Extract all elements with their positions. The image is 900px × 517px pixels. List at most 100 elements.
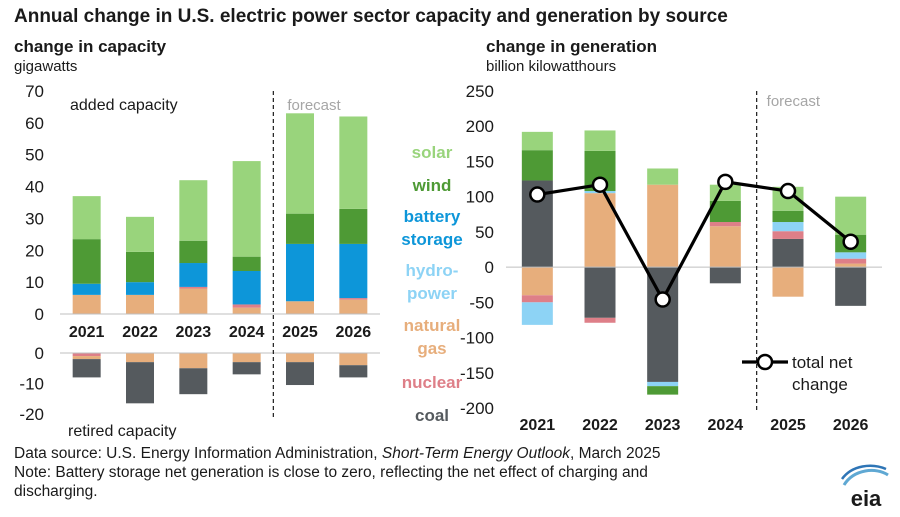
legend-battery-label: battery — [404, 207, 461, 226]
generation-bar-solar — [521, 131, 553, 151]
generation-bar-wind — [772, 210, 804, 223]
generation-bar-gas — [709, 226, 741, 268]
capacity-retired-bar-gas — [72, 356, 101, 360]
generation-tick-label: -150 — [460, 364, 494, 383]
capacity-added-bar-gas — [179, 288, 208, 314]
generation-bar-hydro — [647, 381, 679, 387]
legend-hydro-label: hydro- — [406, 261, 459, 280]
capacity-retired-bar-nuclear — [72, 353, 101, 357]
capacity-category-label: 2024 — [229, 324, 265, 341]
generation-bar-wind — [647, 386, 679, 395]
generation-bar-coal — [584, 267, 616, 318]
capacity-retired-bar-gas — [339, 353, 368, 366]
chart-title: Annual change in U.S. electric power sec… — [14, 6, 728, 27]
generation-bar-gas — [772, 267, 804, 297]
line-legend-label: change — [792, 375, 848, 394]
capacity-added-tick-label: 40 — [25, 178, 44, 197]
generation-bar-nuclear — [584, 317, 616, 323]
generation-category-label: 2023 — [645, 417, 681, 434]
generation-bar-coal — [709, 267, 741, 284]
total-net-change-point — [779, 182, 797, 200]
generation-tick-label: -50 — [469, 293, 494, 312]
capacity-retired-tick-label: -20 — [19, 405, 44, 424]
capacity-retired-bar-coal — [232, 362, 261, 375]
capacity-added-bar-solar — [126, 216, 154, 252]
legend-coal-label: coal — [415, 406, 449, 425]
capacity-added-bar-solar — [72, 196, 101, 240]
generation-bar-gas — [835, 263, 867, 268]
capacity-added-bar-battery — [286, 243, 314, 302]
capacity-added-bar-wind — [286, 213, 314, 244]
generation-category-label: 2024 — [708, 417, 744, 434]
generation-category-label: 2026 — [833, 417, 869, 434]
capacity-retired-tick-label: -10 — [19, 375, 44, 394]
capacity-retired-bar-coal — [179, 368, 208, 395]
capacity-panel-unit: gigawatts — [14, 58, 78, 75]
generation-tick-label: 150 — [466, 152, 494, 171]
capacity-retired-bar-coal — [126, 362, 154, 404]
capacity-added-tick-label: 70 — [25, 82, 44, 101]
legend-hydro-label: power — [407, 284, 457, 303]
generation-bar-wind — [521, 150, 553, 181]
generation-bar-wind — [709, 200, 741, 223]
capacity-added-bar-solar — [286, 113, 314, 214]
capacity-retired-bar-gas — [179, 353, 208, 369]
generation-bar-hydro — [521, 302, 553, 325]
capacity-retired-bar-gas — [232, 353, 261, 363]
eia-logo: eia — [840, 464, 889, 511]
capacity-category-label: 2022 — [122, 324, 158, 341]
capacity-added-bar-wind — [339, 208, 368, 244]
source-note: Data source: U.S. Energy Information Adm… — [14, 444, 660, 501]
generation-bar-gas — [521, 267, 553, 296]
generation-bar-gas — [647, 184, 679, 268]
capacity-added-bar-battery — [179, 263, 208, 287]
capacity-retired-bar-coal — [72, 359, 101, 378]
capacity-category-label: 2025 — [282, 324, 318, 341]
capacity-added-tick-label: 20 — [25, 241, 44, 260]
capacity-added-bar-nuclear — [339, 298, 368, 300]
total-net-change-point — [654, 291, 671, 308]
generation-panel-title: change in generation — [486, 37, 657, 56]
capacity-added-bar-gas — [286, 301, 314, 314]
capacity-added-bar-gas — [126, 294, 154, 314]
capacity-category-label: 2023 — [176, 324, 212, 341]
generation-bar-solar — [584, 130, 616, 151]
capacity-retired-bar-gas — [286, 353, 314, 363]
added-capacity-label: added capacity — [70, 97, 178, 114]
generation-bar-coal — [772, 238, 804, 268]
retired-capacity-label: retired capacity — [68, 423, 177, 440]
total-net-change-point — [529, 186, 546, 203]
capacity-retired-bar-gas — [126, 353, 154, 363]
generation-bar-solar — [835, 196, 867, 235]
generation-category-label: 2021 — [520, 417, 556, 434]
total-net-change-point — [591, 176, 609, 193]
capacity-forecast-label: forecast — [287, 97, 341, 114]
capacity-added-tick-label: 0 — [35, 305, 44, 324]
generation-tick-label: -100 — [460, 329, 494, 348]
capacity-added-tick-label: 30 — [25, 209, 44, 228]
note-line-1: Note: Battery storage net generation is … — [14, 464, 648, 481]
capacity-added-bar-wind — [232, 256, 261, 271]
legend-solar-label: solar — [412, 143, 453, 162]
generation-bar-coal — [647, 267, 679, 382]
generation-bar-nuclear — [772, 231, 804, 239]
capacity-added-bar-battery — [339, 243, 368, 299]
generation-bar-solar — [647, 168, 679, 185]
total-net-change-point — [717, 173, 734, 191]
capacity-added-tick-label: 60 — [25, 114, 44, 133]
data-source-line: Data source: U.S. Energy Information Adm… — [14, 445, 661, 462]
generation-bar-hydro — [835, 252, 867, 259]
generation-category-label: 2022 — [582, 417, 618, 434]
generation-tick-label: 250 — [466, 82, 494, 101]
generation-tick-label: -200 — [460, 399, 494, 418]
svg-text:eia: eia — [851, 486, 882, 511]
capacity-category-label: 2021 — [69, 324, 105, 341]
generation-tick-label: 0 — [485, 258, 494, 277]
capacity-retired-bar-coal — [339, 365, 368, 378]
capacity-retired-tick-label: 0 — [35, 344, 44, 363]
line-legend-marker — [756, 353, 774, 371]
line-legend-label: total net — [792, 353, 853, 372]
generation-tick-label: 50 — [475, 223, 494, 242]
generation-forecast-label: forecast — [767, 93, 821, 110]
